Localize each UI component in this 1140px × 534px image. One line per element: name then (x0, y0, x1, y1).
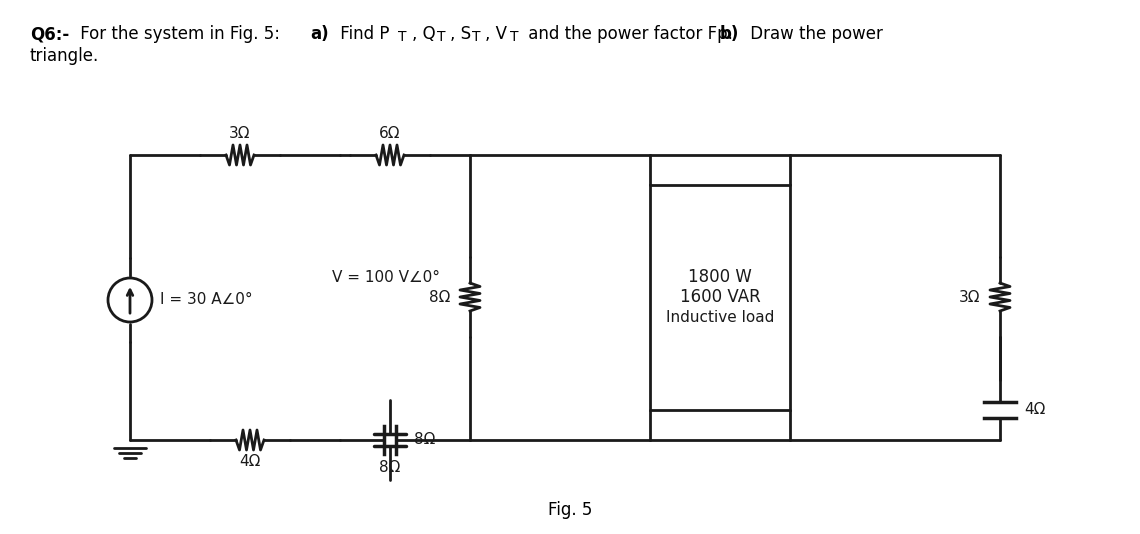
Text: 1800 W: 1800 W (689, 269, 752, 287)
Text: T: T (437, 30, 446, 44)
Text: 3Ω: 3Ω (229, 126, 251, 141)
Text: 8Ω: 8Ω (380, 460, 400, 475)
Text: V = 100 V∠0°: V = 100 V∠0° (332, 270, 440, 285)
FancyBboxPatch shape (650, 185, 790, 410)
Text: T: T (398, 30, 407, 44)
Text: Find P: Find P (335, 25, 390, 43)
Text: Q6:-: Q6:- (30, 25, 70, 43)
Text: Fig. 5: Fig. 5 (548, 501, 592, 519)
Text: T: T (510, 30, 519, 44)
Text: Inductive load: Inductive load (666, 310, 774, 325)
Text: 6Ω: 6Ω (380, 126, 401, 141)
Text: T: T (472, 30, 480, 44)
Text: , Q: , Q (412, 25, 435, 43)
Text: and the power factor Fp.: and the power factor Fp. (523, 25, 738, 43)
Text: , S: , S (450, 25, 471, 43)
Text: I = 30 A∠0°: I = 30 A∠0° (160, 293, 253, 308)
Text: , V: , V (484, 25, 507, 43)
Text: Draw the power: Draw the power (746, 25, 882, 43)
Text: For the system in Fig. 5:: For the system in Fig. 5: (75, 25, 285, 43)
Text: 4Ω: 4Ω (1024, 403, 1045, 418)
Text: b): b) (720, 25, 740, 43)
Text: 8Ω: 8Ω (414, 433, 435, 447)
Text: 4Ω: 4Ω (239, 454, 261, 469)
Text: 3Ω: 3Ω (959, 289, 980, 304)
Text: triangle.: triangle. (30, 47, 99, 65)
Text: 8Ω: 8Ω (429, 289, 450, 304)
Text: 1600 VAR: 1600 VAR (679, 288, 760, 307)
Text: a): a) (310, 25, 328, 43)
